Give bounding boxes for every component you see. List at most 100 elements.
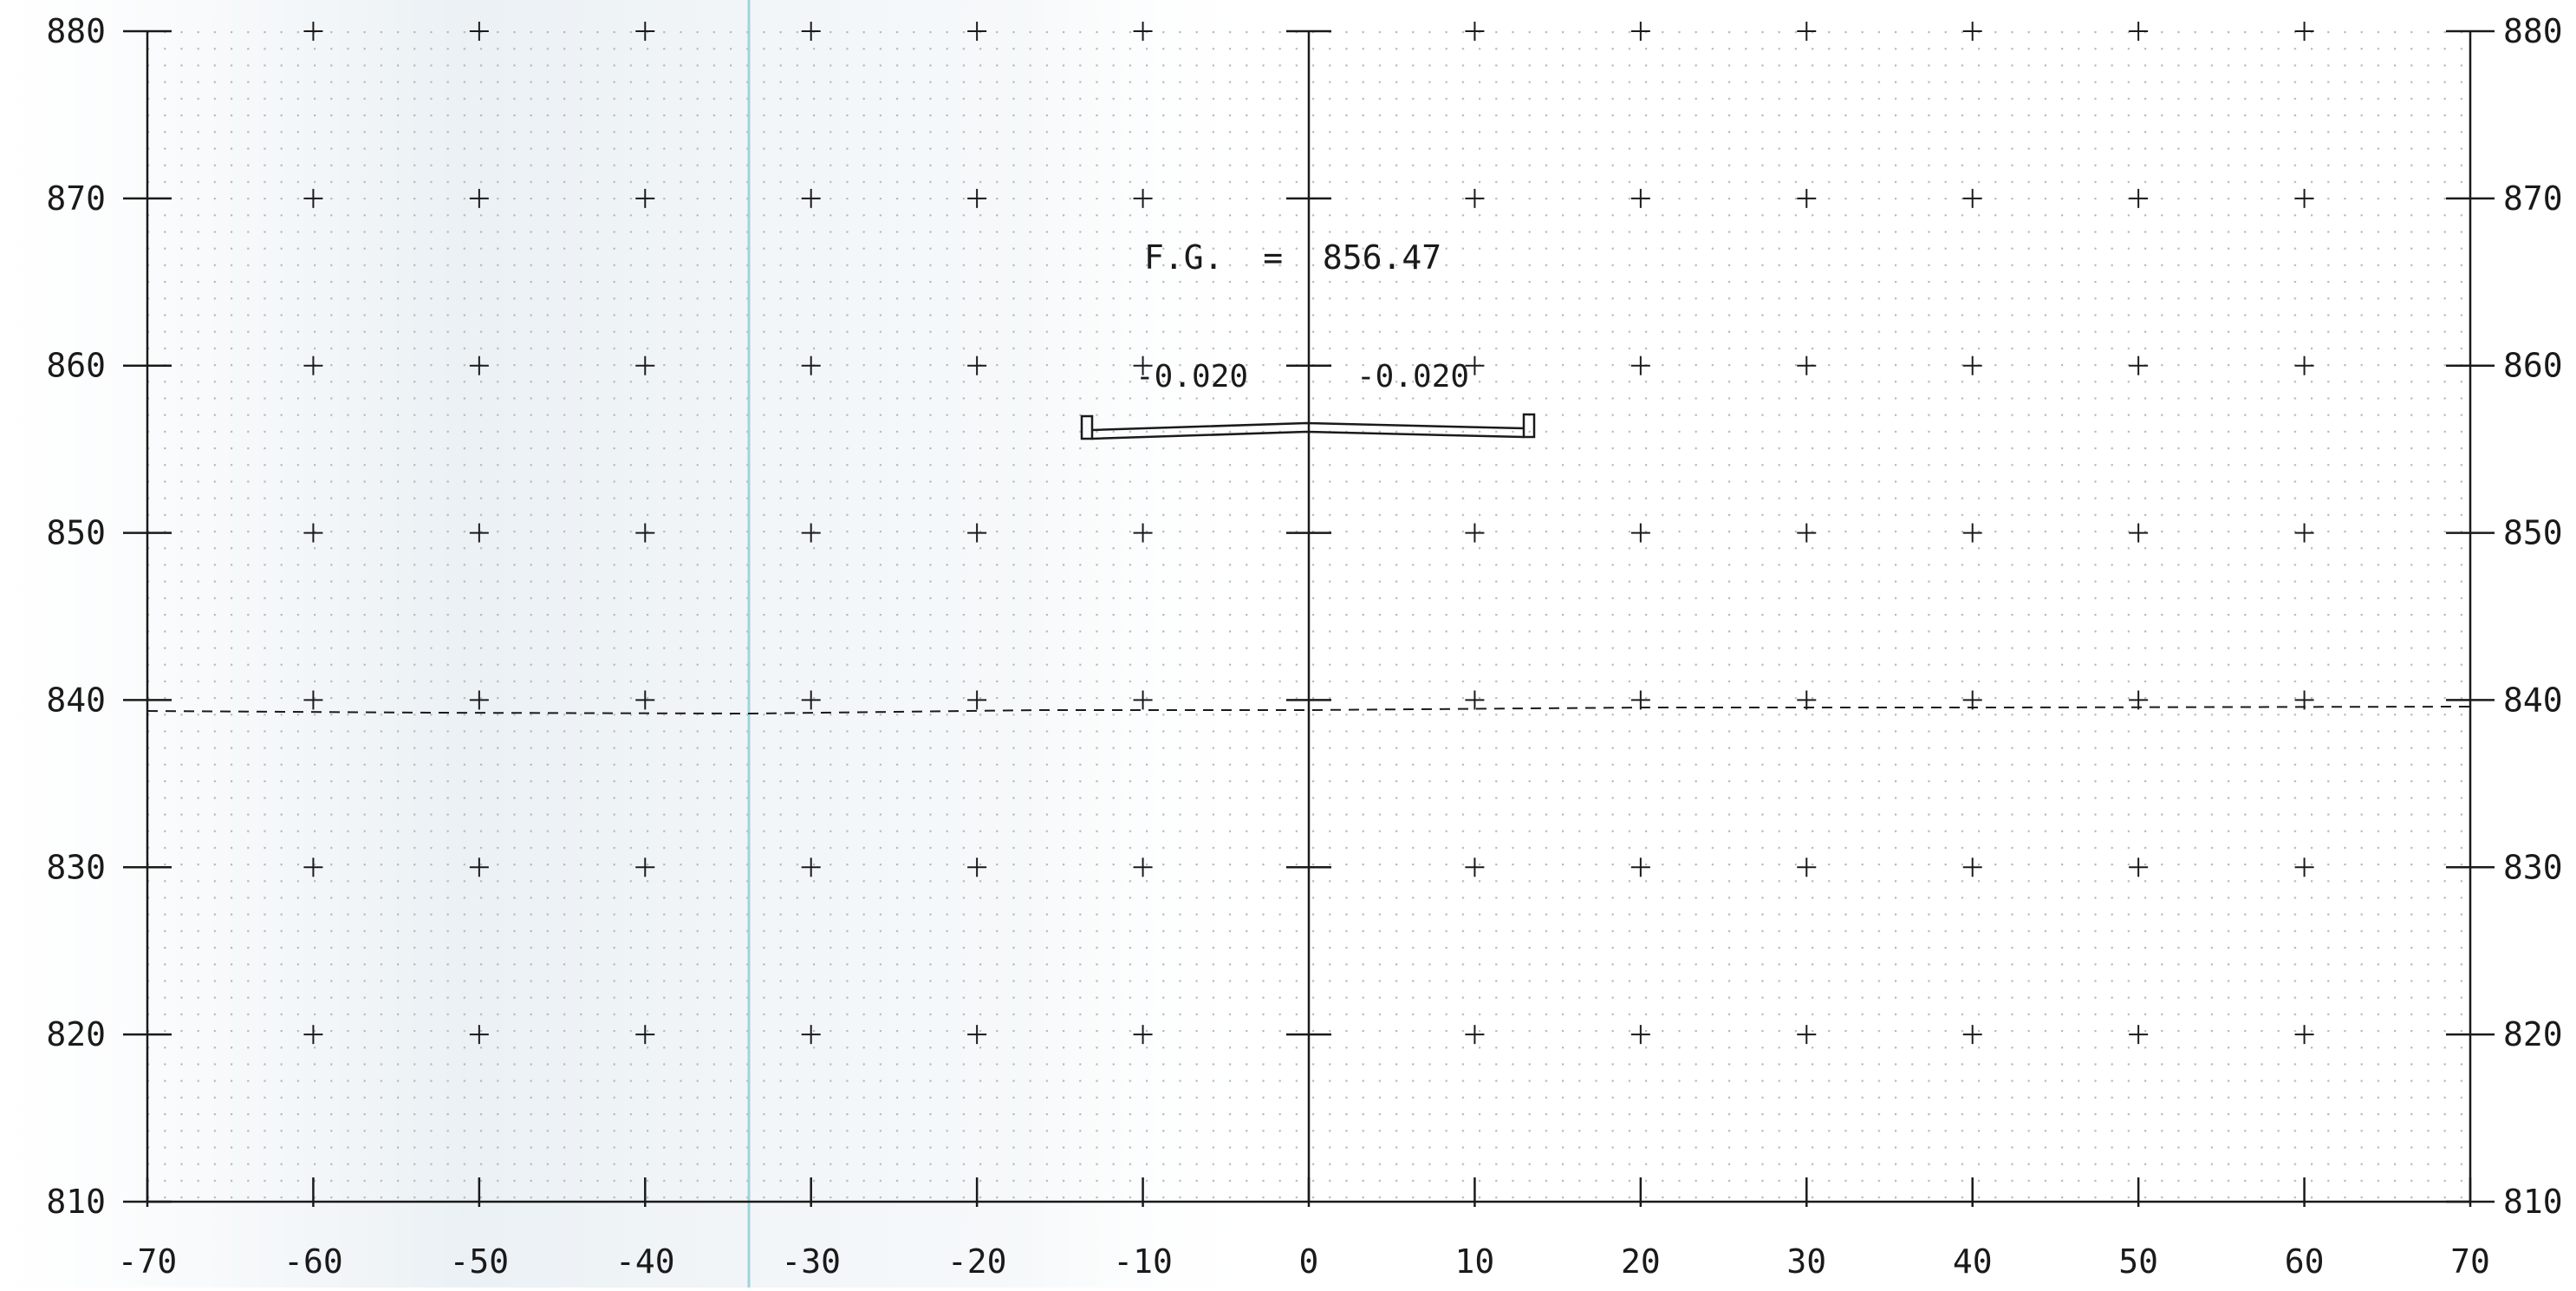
grid-cross [967, 523, 987, 543]
y-tick-label-left: 870 [46, 179, 106, 218]
y-tick-label-right: 820 [2503, 1015, 2563, 1053]
x-tick-label: -20 [947, 1242, 1007, 1281]
pavement-bottom [1091, 430, 1525, 440]
grid-cross [801, 355, 821, 375]
grid-cross [1962, 22, 1982, 41]
x-tick-label: 10 [1455, 1242, 1495, 1281]
grid-cross [1630, 523, 1650, 543]
y-tick-label-left: 820 [46, 1015, 106, 1053]
x-tick-label: 30 [1786, 1242, 1826, 1281]
y-tick-label-right: 850 [2503, 514, 2563, 552]
x-tick-label: 20 [1621, 1242, 1661, 1281]
grid-cross [1465, 355, 1485, 375]
grid-cross [1630, 22, 1650, 41]
grid-crosses [303, 22, 2314, 1045]
grid-cross [1797, 690, 1817, 710]
y-tick-label-right: 870 [2503, 179, 2563, 218]
grid-cross [635, 857, 655, 877]
grid-cross [1962, 188, 1982, 208]
grid-cross [1630, 857, 1650, 877]
grid-cross [1133, 690, 1153, 710]
grid-cross [1465, 1025, 1485, 1045]
grid-cross [801, 690, 821, 710]
x-axis-ticks: -70 -60 -50 -40 -30 -20 -10 0 10 20 30 40 50 60 70 [118, 1177, 2490, 1281]
grid-cross [967, 188, 987, 208]
right-curb [1522, 413, 1536, 439]
grid-cross [1962, 857, 1982, 877]
grid-cross [635, 22, 655, 41]
left-curb [1080, 414, 1094, 440]
grid-cross [1797, 523, 1817, 543]
grid-cross [1465, 22, 1485, 41]
x-tick-label: 60 [2285, 1242, 2325, 1281]
grid-cross [2294, 1025, 2314, 1045]
x-tick-label: 70 [2450, 1242, 2490, 1281]
y-tick-label-right: 880 [2503, 12, 2563, 50]
grid-cross [469, 857, 489, 877]
grid-cross [2294, 355, 2314, 375]
grid-cross [1465, 523, 1485, 543]
roadway-section [1080, 413, 1536, 440]
y-tick-label-right: 810 [2503, 1183, 2563, 1221]
grid-cross [2129, 1025, 2149, 1045]
grid-cross [2129, 355, 2149, 375]
grid-cross [1465, 857, 1485, 877]
x-tick-label: -60 [283, 1242, 343, 1281]
grid-cross [2294, 188, 2314, 208]
x-tick-label: 50 [2118, 1242, 2158, 1281]
grid-cross [1797, 188, 1817, 208]
x-tick-label: -10 [1113, 1242, 1173, 1281]
grid-cross [801, 188, 821, 208]
grid-cross [967, 690, 987, 710]
grid-cross [1797, 857, 1817, 877]
grid-cross [303, 857, 323, 877]
grid-cross [469, 22, 489, 41]
grid-cross [635, 188, 655, 208]
grid-cross [1133, 523, 1153, 543]
grid-cross [469, 188, 489, 208]
y-axis-ticks: 880 880 870 870 860 860 850 850 840 840 830 830 820 8… [46, 12, 2562, 1221]
left-slope-label: -0.020 [1135, 359, 1248, 394]
grid-cross [1465, 690, 1485, 710]
grid-cross [1133, 355, 1153, 375]
grid-cross [801, 523, 821, 543]
grid-cross [1962, 690, 1982, 710]
grid-cross [635, 355, 655, 375]
y-tick-label-left: 880 [46, 12, 106, 50]
x-tick-label: 0 [1299, 1242, 1319, 1281]
grid-cross [1797, 22, 1817, 41]
grid-cross [2129, 188, 2149, 208]
x-tick-label: -70 [118, 1242, 178, 1281]
y-tick-label-right: 840 [2503, 681, 2563, 719]
grid-cross [1133, 1025, 1153, 1045]
grid-cross [1630, 188, 1650, 208]
grid-cross [1797, 355, 1817, 375]
grid-cross [2129, 22, 2149, 41]
grid-cross [967, 355, 987, 375]
grid-cross [469, 355, 489, 375]
grid-cross [1465, 188, 1485, 208]
x-tick-label: -40 [615, 1242, 675, 1281]
grid-cross [635, 523, 655, 543]
grid-cross [2129, 523, 2149, 543]
x-tick-label: -30 [781, 1242, 841, 1281]
grid-cross [2129, 857, 2149, 877]
x-tick-label: 40 [1953, 1242, 1993, 1281]
grid-cross [469, 523, 489, 543]
grid-cross [1133, 22, 1153, 41]
grid-cross [635, 1025, 655, 1045]
ground-line [146, 706, 2471, 715]
grid-cross [1630, 355, 1650, 375]
grid-cross [2294, 523, 2314, 543]
grid-cross [967, 22, 987, 41]
y-tick-label-left: 830 [46, 848, 106, 886]
grid-cross [1133, 188, 1153, 208]
y-tick-label-right: 830 [2503, 848, 2563, 886]
grid-cross [967, 857, 987, 877]
x-tick-label: -50 [450, 1242, 510, 1281]
right-slope-label: -0.020 [1356, 359, 1469, 394]
grid-cross [303, 523, 323, 543]
grid-cross [303, 355, 323, 375]
grid-cross [1962, 355, 1982, 375]
